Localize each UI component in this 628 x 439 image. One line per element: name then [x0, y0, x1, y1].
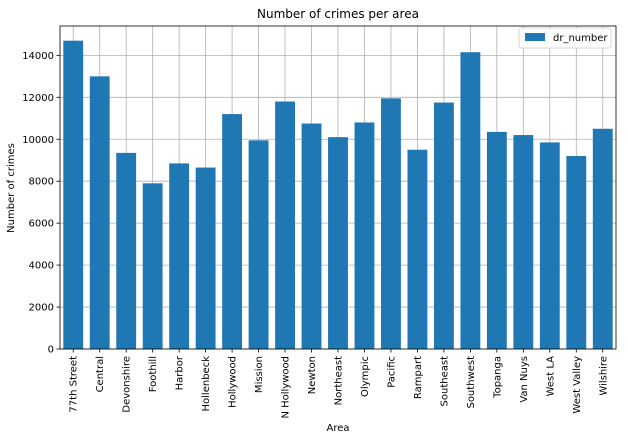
- bar-west-la: [539, 142, 560, 349]
- x-tick-label: 77th Street: [69, 356, 80, 413]
- bar-foothill: [142, 183, 163, 349]
- x-axis-label: Area: [326, 423, 349, 434]
- y-tick-label: 2000: [29, 303, 54, 314]
- bar-mission: [248, 140, 269, 349]
- bar-rampart: [407, 149, 428, 349]
- bars: [63, 40, 613, 350]
- y-tick-label: 4000: [29, 261, 54, 272]
- bar-topanga: [486, 131, 507, 349]
- x-tick-label: Rampart: [413, 356, 424, 399]
- x-tick-label: Newton: [307, 356, 318, 394]
- x-tick-label: Hollenbeck: [201, 356, 212, 412]
- x-tick-label: Pacific: [386, 356, 397, 388]
- bar-olympic: [354, 122, 375, 349]
- bar-west-valley: [566, 156, 587, 349]
- x-tick-label: West LA: [545, 356, 556, 397]
- bar-southeast: [433, 102, 454, 349]
- x-tick-label: Northeast: [334, 356, 345, 405]
- bar-van-nuys: [513, 135, 534, 349]
- bar-pacific: [381, 98, 401, 350]
- y-tick-label: 10000: [22, 135, 54, 146]
- x-tick-label: Olympic: [360, 356, 371, 397]
- bar-devonshire: [116, 152, 137, 349]
- x-tick-label: Central: [95, 356, 106, 392]
- y-tick-label: 8000: [29, 177, 54, 188]
- x-tick-label: N Hollywood: [281, 356, 292, 419]
- x-tick-label: Wilshire: [598, 356, 609, 396]
- bar-southwest: [460, 52, 481, 350]
- y-axis-label: Number of crimes: [6, 143, 17, 233]
- y-axis-ticks: 0 2000 4000 6000 8000 10000 12000 14000: [22, 51, 60, 356]
- legend: dr_number: [518, 27, 612, 49]
- x-tick-label: Devonshire: [122, 356, 133, 413]
- bar-hollywood: [222, 114, 243, 349]
- x-tick-label: Mission: [254, 356, 265, 393]
- bar-hollenbeck: [195, 167, 216, 349]
- legend-label: dr_number: [553, 33, 608, 44]
- bar-n-hollywood: [275, 101, 295, 349]
- y-tick-label: 14000: [22, 51, 54, 62]
- x-axis-ticks: 77th Street Central Devonshire Foothill Harb…: [69, 349, 609, 419]
- x-tick-label: Southeast: [439, 356, 450, 407]
- x-tick-label: Southwest: [466, 356, 477, 409]
- x-tick-label: Topanga: [492, 356, 503, 399]
- bar-wilshire: [592, 128, 613, 349]
- x-tick-label: Van Nuys: [519, 356, 530, 403]
- x-tick-label: Foothill: [148, 356, 159, 392]
- legend-swatch: [525, 33, 545, 41]
- x-tick-label: Harbor: [175, 355, 186, 390]
- bar-central: [89, 76, 110, 350]
- y-tick-label: 0: [48, 345, 54, 356]
- bar-77th-street: [63, 40, 84, 349]
- bar-northeast: [328, 137, 348, 349]
- chart-title: Number of crimes per area: [257, 7, 419, 21]
- y-tick-label: 6000: [29, 219, 54, 230]
- bar-harbor: [169, 163, 190, 349]
- bar-newton: [301, 123, 322, 349]
- y-tick-label: 12000: [22, 93, 54, 104]
- x-tick-label: Hollywood: [228, 356, 239, 408]
- x-tick-label: West Valley: [572, 356, 583, 414]
